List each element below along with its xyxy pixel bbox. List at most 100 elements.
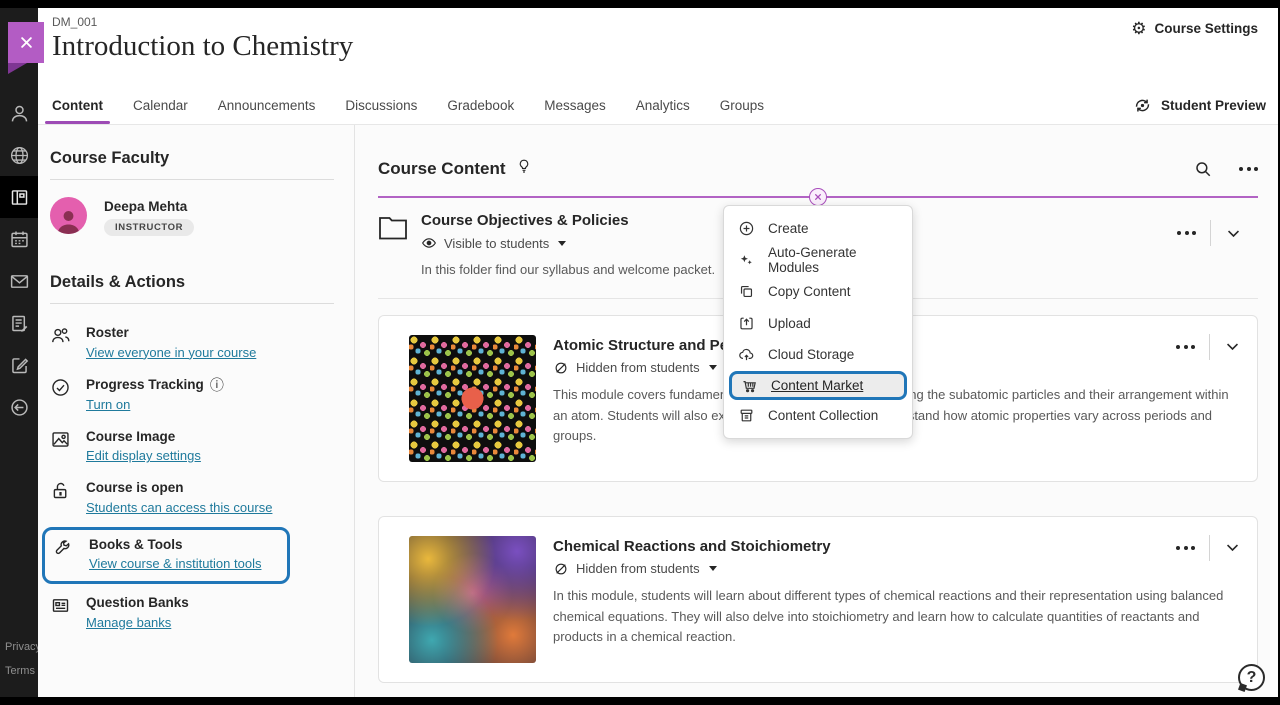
- check-circle-icon: [50, 376, 86, 414]
- item-overflow-menu-icon[interactable]: [1176, 344, 1195, 349]
- tab-groups[interactable]: Groups: [719, 97, 765, 113]
- details-item-books-tools: Books & Tools View course & institution …: [53, 532, 283, 578]
- privacy-link[interactable]: Privacy: [5, 641, 38, 653]
- details-item-question-banks: Question Banks Manage banks: [50, 587, 334, 639]
- add-content-dropdown-menu: Create Auto-Generate Modules Copy Conten…: [723, 205, 913, 439]
- student-preview-icon: [1135, 99, 1150, 111]
- wrench-icon: [53, 536, 89, 574]
- module-thumbnail-atomic: [409, 334, 536, 462]
- tab-gradebook[interactable]: Gradebook: [447, 97, 515, 113]
- chevron-down-icon[interactable]: [1225, 225, 1242, 242]
- tab-discussions[interactable]: Discussions: [345, 97, 418, 113]
- content-overflow-menu-icon[interactable]: [1239, 166, 1258, 171]
- close-icon: [815, 194, 821, 200]
- progress-tracking-link[interactable]: Turn on: [86, 396, 131, 412]
- details-item-progress-tracking: Progress Tracking ⓘ Turn on: [50, 369, 334, 421]
- course-side-panel: Course Faculty Deepa Mehta INSTRUCTOR De…: [38, 125, 355, 697]
- avatar-person-icon: [57, 211, 80, 234]
- add-content-divider: [378, 188, 1258, 206]
- chevron-down-icon[interactable]: [1224, 539, 1241, 556]
- content-item-title[interactable]: Course Objectives & Policies: [421, 212, 629, 229]
- search-icon[interactable]: [1194, 160, 1212, 178]
- question-banks-link[interactable]: Manage banks: [86, 614, 172, 630]
- content-item-description: In this folder find our syllabus and wel…: [421, 262, 716, 277]
- student-preview-button[interactable]: Student Preview: [1133, 86, 1266, 124]
- folder-icon: [378, 212, 412, 281]
- course-access-link[interactable]: Students can access this course: [86, 499, 273, 515]
- messages-envelope-icon[interactable]: [0, 260, 38, 302]
- help-button[interactable]: ?: [1238, 664, 1265, 691]
- caret-down-icon: [558, 240, 567, 246]
- tab-announcements[interactable]: Announcements: [217, 97, 316, 113]
- copy-icon: [740, 286, 753, 298]
- badge-ribbon-fold: [8, 63, 27, 74]
- menu-item-copy-content[interactable]: Copy Content: [724, 276, 912, 308]
- details-actions-heading: Details & Actions: [50, 273, 186, 291]
- eye-slash-icon: [555, 362, 567, 374]
- close-course-button[interactable]: [8, 22, 44, 63]
- menu-item-content-collection[interactable]: Content Collection: [724, 400, 912, 432]
- menu-item-create[interactable]: Create: [724, 213, 912, 245]
- archive-icon: [740, 409, 753, 422]
- item-overflow-menu-icon[interactable]: [1176, 545, 1195, 550]
- sparkles-icon: [740, 254, 752, 265]
- content-item-description: In this module, students will learn abou…: [553, 587, 1224, 645]
- grades-icon[interactable]: [0, 302, 38, 344]
- lightbulb-icon[interactable]: [516, 158, 532, 179]
- roster-link[interactable]: View everyone in your course: [86, 344, 257, 360]
- instructor-row: Deepa Mehta INSTRUCTOR: [50, 197, 334, 236]
- module-thumbnail-reactions: [409, 535, 536, 663]
- content-item-title[interactable]: Chemical Reactions and Stoichiometry: [553, 537, 831, 555]
- tools-edit-icon[interactable]: [0, 344, 38, 386]
- tab-content[interactable]: Content: [45, 86, 110, 124]
- books-tools-link[interactable]: View course & institution tools: [89, 556, 262, 572]
- image-icon: [50, 428, 86, 466]
- course-settings-button[interactable]: ⚙ Course Settings: [1131, 19, 1258, 38]
- books-tools-highlight-callout: Books & Tools View course & institution …: [42, 526, 290, 585]
- sign-out-icon[interactable]: [0, 386, 38, 428]
- institution-globe-icon[interactable]: [0, 134, 38, 176]
- top-border: [0, 0, 1280, 8]
- add-content-close-button[interactable]: [809, 188, 827, 206]
- tab-analytics[interactable]: Analytics: [635, 97, 690, 113]
- divider: [50, 179, 334, 180]
- tab-messages[interactable]: Messages: [544, 97, 606, 113]
- details-item-roster: Roster View everyone in your course: [50, 317, 334, 369]
- terms-link[interactable]: Terms: [5, 665, 35, 677]
- cart-icon: [743, 380, 756, 392]
- divider: [1209, 333, 1210, 360]
- chevron-down-icon[interactable]: [1224, 338, 1241, 355]
- course-header: DM_001 Introduction to Chemistry ⚙ Cours…: [38, 8, 1280, 86]
- question-mark-icon: ?: [1246, 668, 1257, 686]
- menu-item-auto-generate-modules[interactable]: Auto-Generate Modules: [724, 245, 912, 277]
- cloud-upload-icon: [739, 349, 754, 361]
- profile-icon[interactable]: [0, 92, 38, 134]
- instructor-name: Deepa Mehta: [104, 199, 188, 214]
- tab-calendar[interactable]: Calendar: [133, 97, 188, 113]
- menu-item-upload[interactable]: Upload: [724, 308, 912, 340]
- course-tab-bar: Content Calendar Announcements Discussio…: [38, 86, 1280, 125]
- menu-item-content-market[interactable]: Content Market: [729, 370, 907, 400]
- details-item-course-open: Course is open Students can access this …: [50, 472, 334, 524]
- calendar-icon[interactable]: [0, 218, 38, 260]
- course-id: DM_001: [52, 15, 98, 29]
- info-icon[interactable]: ⓘ: [209, 376, 224, 393]
- divider: [1210, 220, 1211, 246]
- item-overflow-menu-icon[interactable]: [1177, 231, 1196, 235]
- menu-item-cloud-storage[interactable]: Cloud Storage: [724, 339, 912, 371]
- courses-icon[interactable]: [0, 176, 38, 218]
- details-item-course-image: Course Image Edit display settings: [50, 421, 334, 473]
- instructor-avatar: [50, 197, 87, 234]
- visibility-selector[interactable]: Visible to students: [421, 235, 715, 251]
- course-content-heading: Course Content: [378, 158, 506, 178]
- gear-icon: ⚙: [1131, 19, 1147, 38]
- course-image-link[interactable]: Edit display settings: [86, 448, 201, 464]
- roster-people-icon: [50, 324, 86, 362]
- visibility-selector[interactable]: Hidden from students: [553, 360, 1229, 376]
- eye-slash-icon: [555, 563, 567, 575]
- content-item-folder: Course Objectives & Policies Visible to …: [378, 212, 1258, 281]
- question-banks-icon: [50, 594, 86, 632]
- upload-icon: [740, 317, 753, 330]
- visibility-selector[interactable]: Hidden from students: [553, 561, 1229, 577]
- divider: [50, 303, 334, 304]
